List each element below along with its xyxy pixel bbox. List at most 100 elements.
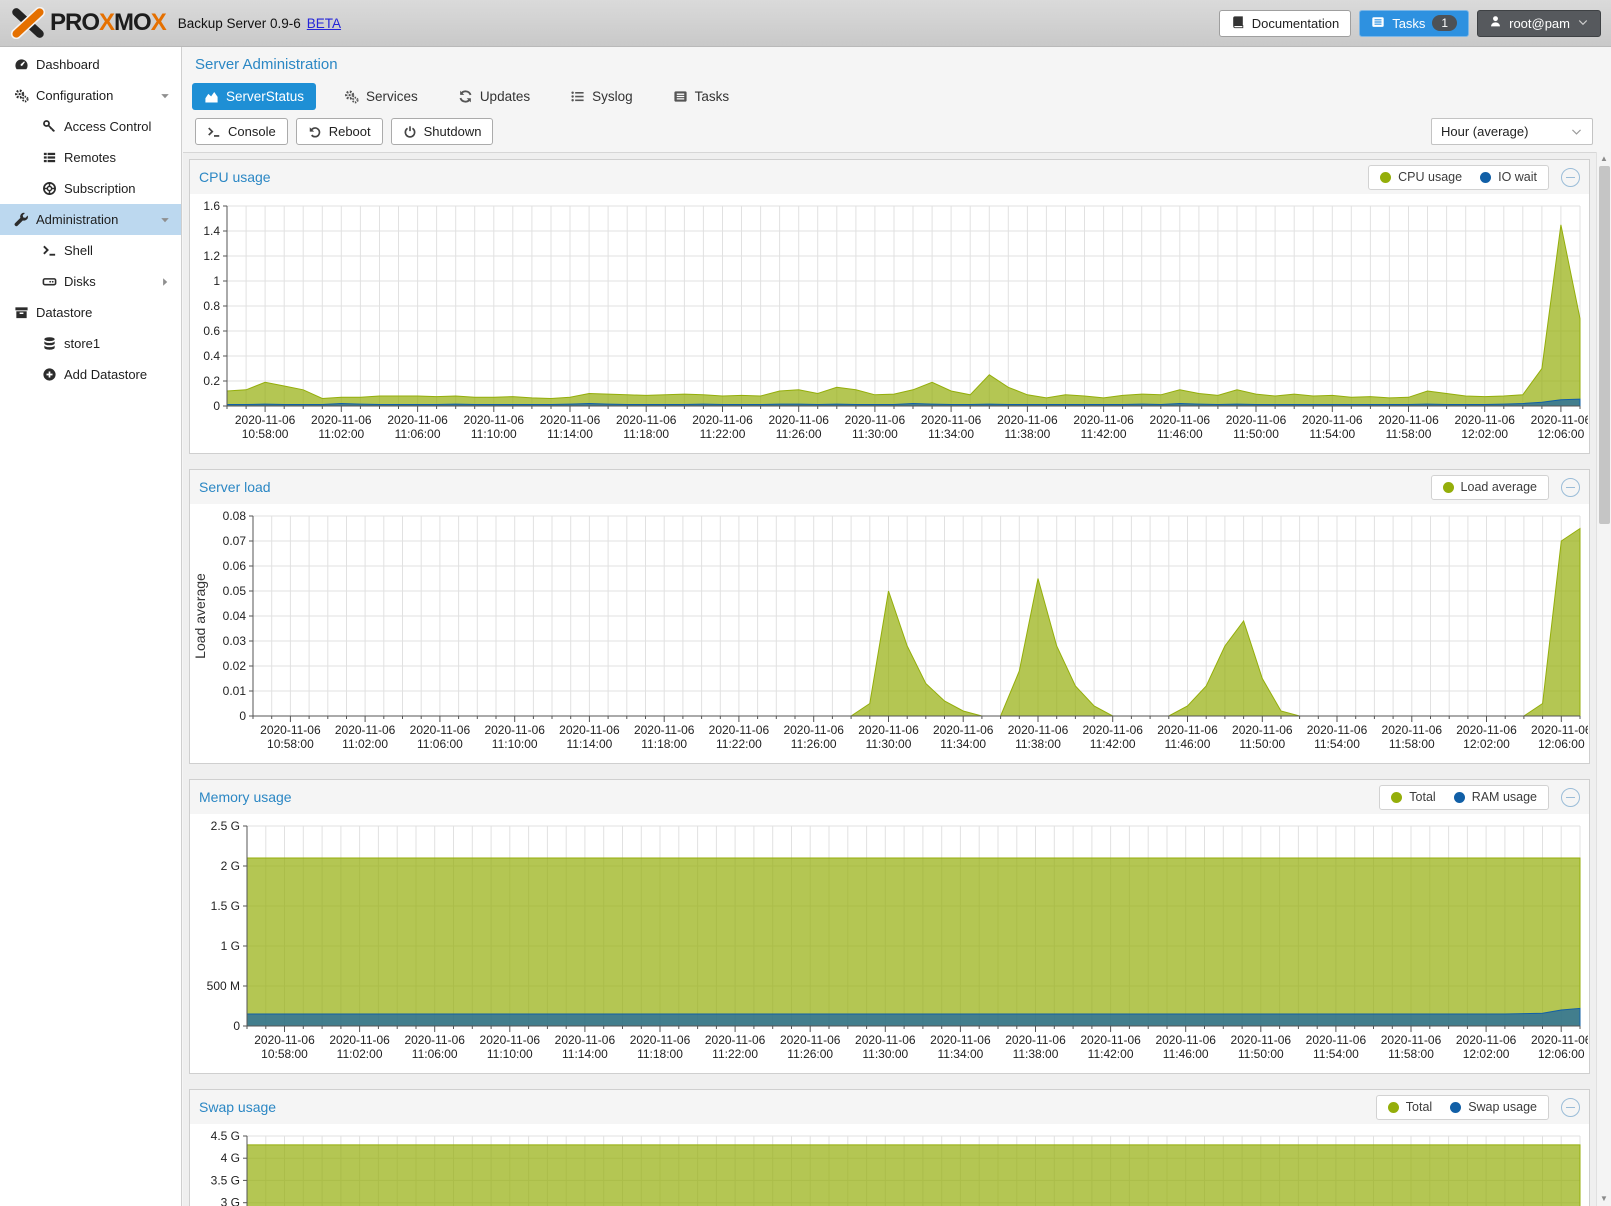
legend-label: Total — [1409, 790, 1435, 804]
legend-item-load-average[interactable]: Load average — [1443, 480, 1537, 494]
collapse-panel-icon[interactable] — [1561, 1098, 1580, 1117]
chart-canvas: 0500 M1 G1.5 G2 G2.5 G2020-11-0610:58:00… — [191, 814, 1588, 1072]
svg-text:2020-11-06: 2020-11-06 — [1456, 723, 1517, 737]
tab-label: Tasks — [695, 89, 730, 104]
svg-text:11:06:00: 11:06:00 — [395, 427, 441, 441]
svg-text:11:18:00: 11:18:00 — [623, 427, 669, 441]
sidebar-item-label: Add Datastore — [64, 367, 147, 382]
svg-text:2020-11-06: 2020-11-06 — [1232, 723, 1293, 737]
legend-item-io-wait[interactable]: IO wait — [1480, 170, 1537, 184]
wrench-icon — [14, 212, 36, 227]
collapse-panel-icon[interactable] — [1561, 788, 1580, 807]
sidebar-item-administration[interactable]: Administration — [0, 204, 181, 235]
user-menu-button[interactable]: root@pam — [1477, 10, 1601, 37]
legend-item-total[interactable]: Total — [1391, 790, 1435, 804]
svg-text:11:06:00: 11:06:00 — [417, 737, 463, 751]
legend-dot-icon — [1480, 172, 1491, 183]
database-icon — [42, 336, 64, 351]
sidebar-item-store1[interactable]: store1 — [0, 328, 181, 359]
svg-text:500 M: 500 M — [207, 979, 240, 993]
svg-text:2020-11-06: 2020-11-06 — [335, 723, 396, 737]
console-button[interactable]: Console — [195, 118, 288, 145]
scrollbar-thumb[interactable] — [1599, 166, 1610, 524]
time-range-select[interactable]: Hour (average) — [1431, 118, 1593, 145]
sidebar-item-configuration[interactable]: Configuration — [0, 80, 181, 111]
tab-updates[interactable]: Updates — [446, 83, 542, 110]
sidebar-item-label: Dashboard — [36, 57, 100, 72]
th-list-icon — [42, 150, 64, 165]
svg-text:11:38:00: 11:38:00 — [1015, 737, 1061, 751]
proxmox-x-icon — [10, 7, 46, 39]
svg-text:2020-11-06: 2020-11-06 — [930, 1033, 991, 1047]
tab-serverstatus[interactable]: ServerStatus — [192, 83, 316, 110]
user-icon — [1489, 15, 1502, 31]
caret-down-icon[interactable] — [159, 214, 171, 226]
panel-server-load: Server loadLoad average00.010.020.030.04… — [189, 469, 1590, 764]
sidebar-item-subscription[interactable]: Subscription — [0, 173, 181, 204]
documentation-button[interactable]: Documentation — [1219, 10, 1351, 37]
toolbar: Console Reboot Shutdown Hour (average) — [195, 118, 1599, 145]
legend-label: Total — [1406, 1100, 1432, 1114]
svg-text:10:58:00: 10:58:00 — [267, 737, 314, 751]
tab-label: Updates — [480, 89, 530, 104]
svg-text:2020-11-06: 2020-11-06 — [254, 1033, 315, 1047]
sidebar-item-disks[interactable]: Disks — [0, 266, 181, 297]
svg-text:11:18:00: 11:18:00 — [637, 1047, 683, 1061]
scroll-up-arrow[interactable]: ▲ — [1597, 152, 1611, 166]
svg-text:2020-11-06: 2020-11-06 — [1073, 413, 1134, 427]
sidebar-item-dashboard[interactable]: Dashboard — [0, 49, 181, 80]
legend-label: IO wait — [1498, 170, 1537, 184]
sidebar-item-shell[interactable]: Shell — [0, 235, 181, 266]
app-window: PROXMOX Backup Server 0.9-6 BETA Documen… — [0, 0, 1611, 1206]
legend-dot-icon — [1380, 172, 1391, 183]
legend-item-cpu-usage[interactable]: CPU usage — [1380, 170, 1462, 184]
svg-text:11:02:00: 11:02:00 — [337, 1047, 383, 1061]
reboot-button[interactable]: Reboot — [296, 118, 383, 145]
shutdown-button[interactable]: Shutdown — [391, 118, 494, 145]
svg-text:2020-11-06: 2020-11-06 — [1005, 1033, 1066, 1047]
legend-item-swap-usage[interactable]: Swap usage — [1450, 1100, 1537, 1114]
svg-text:2020-11-06: 2020-11-06 — [1157, 723, 1218, 737]
sidebar-item-add-datastore[interactable]: Add Datastore — [0, 359, 181, 390]
svg-text:2020-11-06: 2020-11-06 — [484, 723, 545, 737]
svg-text:2020-11-06: 2020-11-06 — [1454, 413, 1515, 427]
tab-services[interactable]: Services — [332, 83, 430, 110]
collapse-panel-icon[interactable] — [1561, 478, 1580, 497]
svg-text:2020-11-06: 2020-11-06 — [1382, 723, 1443, 737]
caret-down-icon[interactable] — [159, 90, 171, 102]
sidebar-item-access-control[interactable]: Access Control — [0, 111, 181, 142]
collapse-panel-icon[interactable] — [1561, 168, 1580, 187]
product-subtitle: Backup Server 0.9-6 — [178, 16, 301, 31]
svg-text:12:06:00: 12:06:00 — [1538, 1047, 1585, 1061]
sidebar-item-remotes[interactable]: Remotes — [0, 142, 181, 173]
svg-text:2020-11-06: 2020-11-06 — [480, 1033, 541, 1047]
svg-text:2020-11-06: 2020-11-06 — [329, 1033, 390, 1047]
tab-tasks[interactable]: Tasks — [661, 83, 742, 110]
refresh-icon — [458, 89, 473, 104]
legend-item-ram-usage[interactable]: RAM usage — [1454, 790, 1537, 804]
svg-text:11:14:00: 11:14:00 — [547, 427, 593, 441]
legend-item-total[interactable]: Total — [1388, 1100, 1432, 1114]
sidebar-item-datastore[interactable]: Datastore — [0, 297, 181, 328]
svg-text:2020-11-06: 2020-11-06 — [387, 413, 448, 427]
scroll-down-arrow[interactable]: ▼ — [1597, 1192, 1611, 1206]
legend-dot-icon — [1443, 482, 1454, 493]
svg-text:11:22:00: 11:22:00 — [700, 427, 746, 441]
beta-link[interactable]: BETA — [307, 16, 341, 31]
sidebar-item-label: Configuration — [36, 88, 113, 103]
tasks-button[interactable]: Tasks 1 — [1359, 10, 1469, 37]
svg-text:2 G: 2 G — [221, 859, 240, 873]
book-icon — [1231, 15, 1245, 32]
svg-text:10:58:00: 10:58:00 — [261, 1047, 308, 1061]
vertical-scrollbar[interactable]: ▲ ▼ — [1596, 152, 1611, 1206]
caret-right-icon[interactable] — [159, 276, 171, 288]
legend-label: RAM usage — [1472, 790, 1537, 804]
panel-header-memory-usage: Memory usageTotalRAM usage — [190, 780, 1589, 814]
svg-text:2020-11-06: 2020-11-06 — [692, 413, 753, 427]
svg-text:0.04: 0.04 — [223, 609, 247, 623]
svg-text:2020-11-06: 2020-11-06 — [1531, 1033, 1588, 1047]
svg-text:0: 0 — [213, 399, 220, 413]
tab-syslog[interactable]: Syslog — [558, 83, 645, 110]
legend: CPU usage IO wait — [1368, 165, 1549, 190]
legend-label: CPU usage — [1398, 170, 1462, 184]
